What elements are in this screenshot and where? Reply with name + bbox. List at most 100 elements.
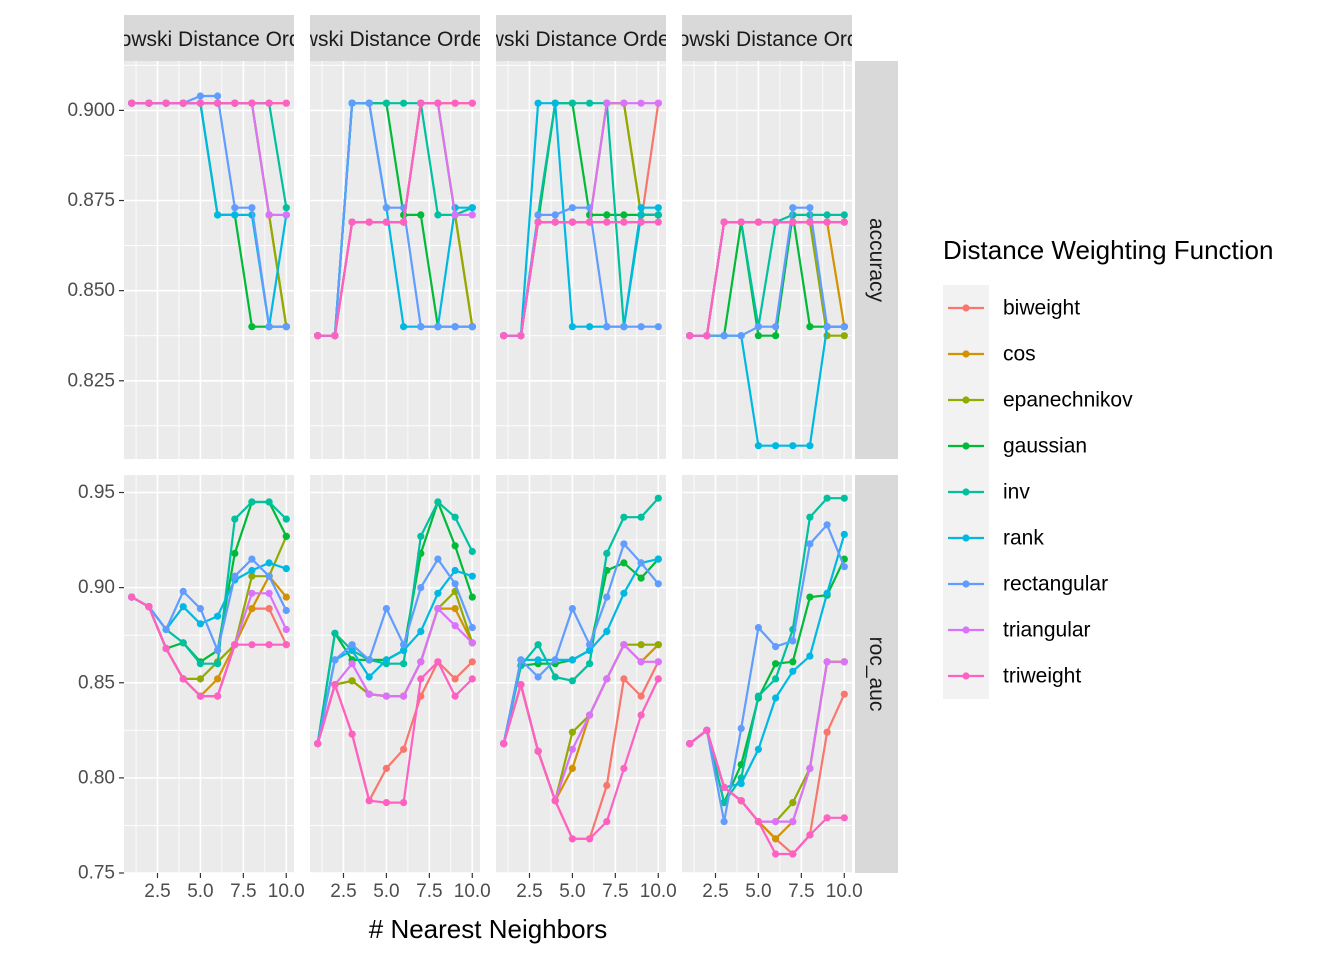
data-point-rank [654,555,662,563]
y-tick-label: 0.825 [67,370,115,391]
data-point-triangular [772,818,780,826]
data-point-gaussian [789,658,797,666]
data-point-rectangular [637,559,645,567]
data-point-rectangular [737,724,745,733]
data-point-rectangular [468,323,476,331]
data-point-triweight [382,218,390,226]
data-point-inv [417,532,425,540]
data-point-triangular [434,605,442,613]
x-tick-label: 10.0 [268,881,305,902]
data-point-biweight [620,675,628,683]
y-tick-label: 0.900 [67,100,115,121]
series-line-triweight [131,596,287,698]
data-point-inv [331,629,339,637]
data-point-biweight [400,745,408,753]
data-point-rank [417,627,425,636]
data-point-triweight [517,681,525,689]
data-point-triweight [451,99,459,107]
data-point-rectangular [417,584,425,592]
data-point-rectangular [789,204,797,212]
data-point-rectangular [365,656,373,664]
data-point-rank [348,646,356,655]
data-point-rectangular [365,99,373,107]
legend-key-point [962,580,970,588]
data-point-triangular [603,675,611,683]
data-point-rectangular [517,656,525,664]
data-point-triweight [620,764,628,773]
series-line-rectangular [689,206,845,337]
data-point-rectangular [348,99,356,107]
series-line-rectangular [317,102,473,337]
data-point-rank [265,559,273,567]
data-point-triweight [823,814,831,822]
data-point-triweight [434,99,442,107]
data-point-rectangular [282,323,290,331]
legend-key-point [962,626,970,634]
legend-key-point [962,396,970,404]
legend-item-gaussian: gaussian [943,423,1087,469]
data-point-triangular [654,99,662,107]
x-tick-label: 5.0 [373,881,399,902]
panel-series-accuracy-3 [500,99,662,340]
series-line-inv [502,497,660,744]
data-point-inv [637,513,645,521]
data-point-triweight [637,711,645,719]
series-line-rank [502,558,659,744]
data-point-triweight [248,641,256,649]
data-point-rectangular [331,656,339,664]
panels-layer [124,61,852,874]
data-point-rectangular [451,580,459,588]
data-point-triweight [179,675,187,683]
data-point-inv [248,498,256,506]
data-point-gaussian [603,211,611,219]
data-point-triweight [265,99,273,107]
x-tick-label: 5.0 [745,881,771,902]
data-point-rank [179,603,187,611]
data-point-inv [840,211,848,219]
legend-label: biweight [1003,297,1080,320]
data-point-rank [551,99,559,107]
data-point-triweight [603,218,611,226]
data-point-gaussian [620,559,628,567]
data-point-triweight [654,218,662,226]
data-point-triangular [789,818,797,826]
data-point-inv [434,498,442,506]
data-point-gaussian [282,532,290,540]
facet-strip-row-label: accuracy [865,218,888,303]
data-point-triweight [214,692,222,700]
data-point-rectangular [434,323,442,331]
series-line-triweight [503,221,659,337]
data-point-rank [586,323,594,331]
panel-accuracy-3 [496,61,666,459]
data-point-triweight [703,332,711,340]
data-point-triangular [248,589,256,597]
data-point-rank [789,442,797,450]
data-point-inv [720,799,728,807]
data-point-rectangular [823,521,831,529]
data-point-rectangular [568,605,577,613]
data-point-inv [434,211,442,219]
panel-series-accuracy-4 [686,204,848,450]
data-point-biweight [637,692,645,700]
data-point-triweight [654,675,662,683]
x-tick-label: 10.0 [640,881,677,902]
panel-background [682,475,852,873]
data-point-triweight [806,218,814,226]
data-point-cos [568,764,577,773]
data-point-rectangular [248,204,256,212]
data-point-rectangular [162,625,170,634]
data-point-inv [568,677,577,685]
facet-strip-right [855,475,898,873]
data-point-biweight [603,781,611,790]
data-point-biweight [468,658,476,666]
legend-title: Distance Weighting Function [943,235,1273,265]
data-point-rank [586,646,594,655]
legend-key-point [962,442,970,450]
data-point-rank [400,646,408,655]
data-point-triweight [365,218,373,226]
data-point-triweight [400,799,408,807]
legend-label: rectangular [1003,573,1108,596]
data-point-triweight [128,99,136,107]
panel-series-accuracy-2 [314,99,476,340]
data-point-triangular [586,711,594,719]
